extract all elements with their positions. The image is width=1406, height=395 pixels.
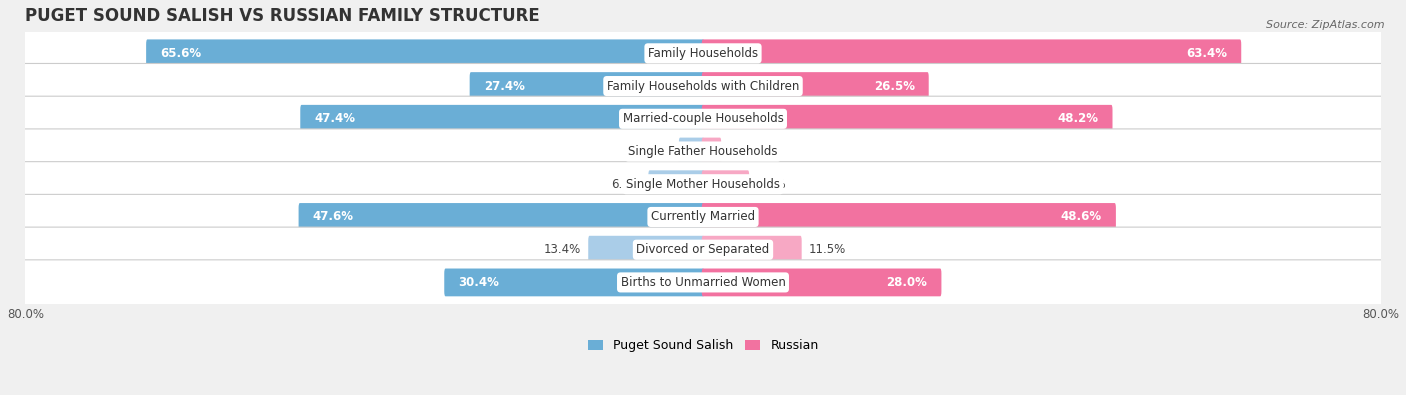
FancyBboxPatch shape: [18, 194, 1388, 239]
Text: 30.4%: 30.4%: [458, 276, 499, 289]
FancyBboxPatch shape: [18, 260, 1388, 305]
Text: 6.3%: 6.3%: [612, 178, 641, 191]
Text: 28.0%: 28.0%: [887, 276, 928, 289]
Text: 13.4%: 13.4%: [544, 243, 581, 256]
Text: 48.6%: 48.6%: [1060, 211, 1102, 224]
FancyBboxPatch shape: [146, 40, 704, 67]
Text: 11.5%: 11.5%: [808, 243, 846, 256]
FancyBboxPatch shape: [588, 236, 704, 263]
FancyBboxPatch shape: [301, 105, 704, 133]
Text: 2.0%: 2.0%: [728, 145, 758, 158]
FancyBboxPatch shape: [702, 40, 1241, 67]
FancyBboxPatch shape: [702, 170, 749, 198]
Text: Single Mother Households: Single Mother Households: [626, 178, 780, 191]
Text: 63.4%: 63.4%: [1187, 47, 1227, 60]
FancyBboxPatch shape: [444, 269, 704, 296]
FancyBboxPatch shape: [470, 72, 704, 100]
FancyBboxPatch shape: [702, 236, 801, 263]
FancyBboxPatch shape: [702, 203, 1116, 231]
Text: Births to Unmarried Women: Births to Unmarried Women: [620, 276, 786, 289]
Text: Married-couple Households: Married-couple Households: [623, 112, 783, 125]
FancyBboxPatch shape: [702, 105, 1112, 133]
Text: 47.4%: 47.4%: [315, 112, 356, 125]
Text: Family Households: Family Households: [648, 47, 758, 60]
Text: 26.5%: 26.5%: [873, 79, 915, 92]
Text: Currently Married: Currently Married: [651, 211, 755, 224]
FancyBboxPatch shape: [18, 129, 1388, 174]
Text: 65.6%: 65.6%: [160, 47, 201, 60]
FancyBboxPatch shape: [18, 96, 1388, 141]
Legend: Puget Sound Salish, Russian: Puget Sound Salish, Russian: [582, 334, 824, 357]
Text: 47.6%: 47.6%: [312, 211, 353, 224]
FancyBboxPatch shape: [18, 162, 1388, 207]
FancyBboxPatch shape: [702, 269, 942, 296]
Text: Divorced or Separated: Divorced or Separated: [637, 243, 769, 256]
Text: 27.4%: 27.4%: [484, 79, 524, 92]
FancyBboxPatch shape: [18, 227, 1388, 272]
Text: 2.7%: 2.7%: [641, 145, 672, 158]
Text: PUGET SOUND SALISH VS RUSSIAN FAMILY STRUCTURE: PUGET SOUND SALISH VS RUSSIAN FAMILY STR…: [25, 7, 540, 25]
FancyBboxPatch shape: [18, 31, 1388, 76]
FancyBboxPatch shape: [648, 170, 704, 198]
Text: 48.2%: 48.2%: [1057, 112, 1098, 125]
Text: Single Father Households: Single Father Households: [628, 145, 778, 158]
Text: 5.3%: 5.3%: [756, 178, 786, 191]
FancyBboxPatch shape: [298, 203, 704, 231]
FancyBboxPatch shape: [702, 137, 721, 166]
Text: Source: ZipAtlas.com: Source: ZipAtlas.com: [1267, 20, 1385, 30]
FancyBboxPatch shape: [702, 72, 929, 100]
FancyBboxPatch shape: [18, 64, 1388, 109]
Text: Family Households with Children: Family Households with Children: [607, 79, 799, 92]
FancyBboxPatch shape: [679, 137, 704, 166]
